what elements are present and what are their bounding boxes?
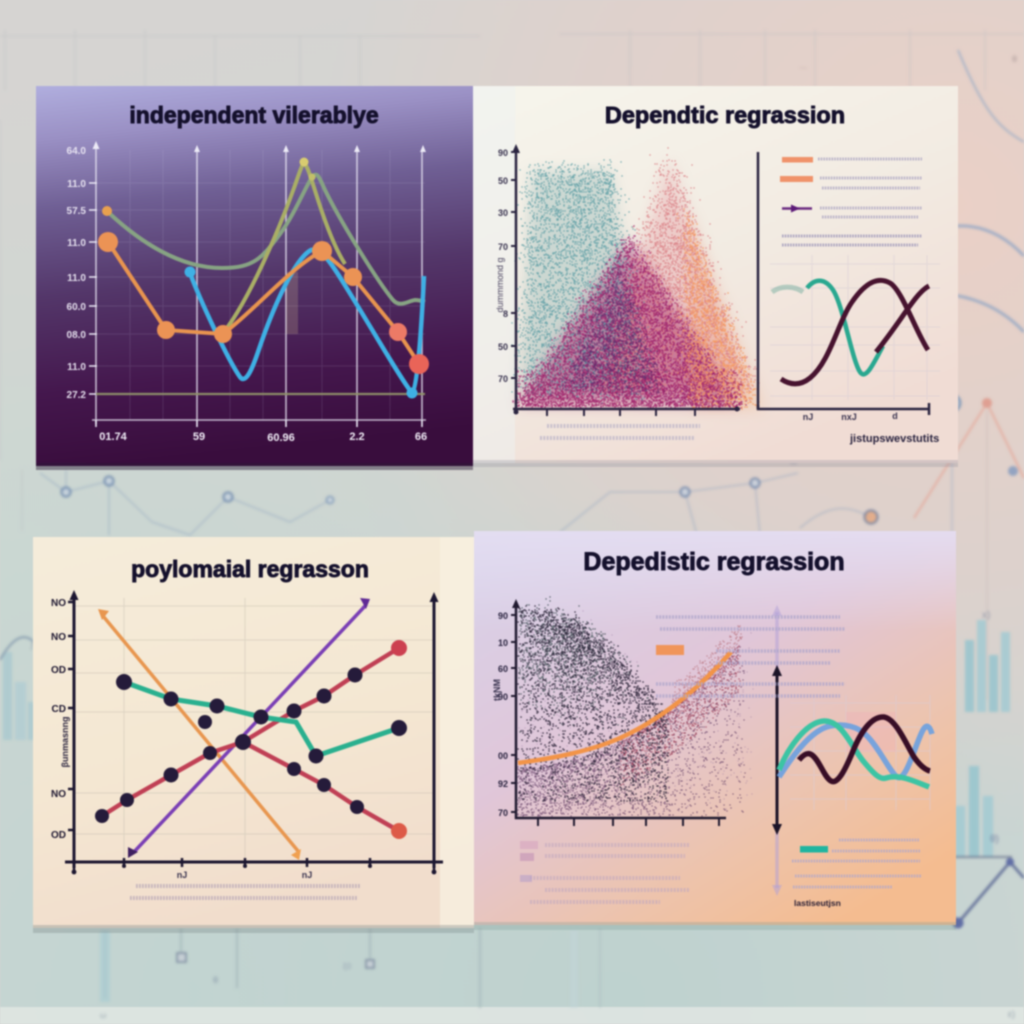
svg-text:x): x): [982, 610, 990, 621]
svg-text:60: 60: [498, 664, 508, 674]
svg-text:¯´: ¯´: [799, 67, 807, 76]
svg-text:11.0: 11.0: [67, 179, 86, 190]
svg-text:50: 50: [498, 342, 508, 352]
svg-text:θ): θ): [990, 834, 999, 845]
svg-text:11.0: 11.0: [67, 362, 86, 373]
svg-text:8: 8: [503, 309, 508, 319]
svg-text:NO: NO: [51, 789, 66, 800]
svg-text:NO: NO: [51, 598, 66, 609]
svg-text:2.2: 2.2: [349, 431, 364, 443]
svg-text:60.96: 60.96: [267, 432, 295, 444]
svg-text:ω: ω: [100, 1011, 106, 1020]
svg-text:poylomaial regrasson: poylomaial regrasson: [131, 556, 369, 582]
svg-text:11.0: 11.0: [67, 273, 86, 284]
svg-text:92: 92: [498, 779, 508, 789]
svg-text:30: 30: [498, 208, 508, 218]
svg-text:ƒ: ƒ: [30, 640, 35, 650]
svg-text:90: 90: [498, 611, 508, 621]
svg-text:70: 70: [498, 808, 508, 818]
svg-text:tkƝM: tkƝM: [492, 679, 502, 701]
svg-text:11.0: 11.0: [67, 238, 86, 249]
svg-text:90: 90: [498, 692, 508, 702]
svg-text:ξ0: ξ0: [343, 962, 352, 971]
svg-text:10: 10: [498, 638, 508, 648]
svg-text:50: 50: [498, 176, 508, 186]
svg-text:70: 70: [498, 374, 508, 384]
svg-text:NO: NO: [51, 632, 66, 643]
svg-text:d: d: [892, 411, 898, 421]
svg-text:nJ: nJ: [177, 870, 188, 880]
svg-text:nJ: nJ: [302, 870, 313, 880]
svg-text:θ: θ: [1012, 54, 1017, 64]
svg-text:00: 00: [498, 751, 508, 761]
svg-text:jistupswevstutits: jistupswevstutits: [849, 433, 939, 445]
svg-text:59: 59: [193, 431, 205, 443]
svg-text:lastiseutjsn: lastiseutjsn: [794, 898, 841, 908]
svg-text:57.5: 57.5: [67, 206, 87, 217]
svg-text:08.0: 08.0: [67, 330, 87, 341]
svg-text:nJ: nJ: [803, 412, 814, 422]
svg-text:Dependtic regrassion: Dependtic regrassion: [605, 102, 845, 128]
svg-text:70: 70: [498, 242, 508, 252]
svg-text:βunmasnnɡ: βunmasnnɡ: [60, 717, 70, 768]
svg-text:CD: CD: [52, 704, 66, 715]
svg-text:dummmond g: dummmond g: [495, 257, 505, 312]
svg-text:OD: OD: [51, 830, 66, 841]
svg-text:60.0: 60.0: [67, 302, 87, 313]
svg-text:66: 66: [415, 431, 427, 443]
svg-text:64.0: 64.0: [67, 146, 87, 157]
svg-text:ε): ε): [1008, 1009, 1015, 1019]
svg-text:27.2: 27.2: [67, 390, 87, 401]
svg-text:independent vilerablye: independent vilerablye: [129, 102, 378, 128]
svg-text:θ: θ: [213, 975, 218, 985]
svg-text:nxJ: nxJ: [841, 412, 857, 422]
svg-text:01.74: 01.74: [99, 431, 127, 443]
svg-text:90: 90: [498, 148, 508, 158]
svg-text:Depedistic regrassion: Depedistic regrassion: [583, 548, 844, 576]
svg-text:OD: OD: [51, 665, 66, 676]
